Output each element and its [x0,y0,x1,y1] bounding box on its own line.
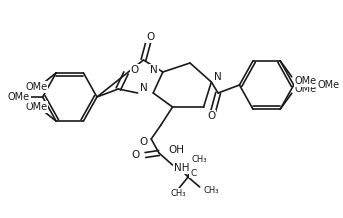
Text: CH₃: CH₃ [192,155,208,164]
Text: N: N [150,65,158,75]
Text: N: N [140,83,147,93]
Text: O: O [131,65,139,75]
Text: OMe: OMe [295,76,317,86]
Text: OMe: OMe [318,80,340,90]
Text: O: O [139,137,147,147]
Text: O: O [207,111,215,121]
Text: CH₃: CH₃ [170,189,186,198]
Text: C: C [190,169,196,177]
Text: O: O [131,150,140,160]
Text: NH: NH [175,163,190,173]
Text: OMe: OMe [25,82,47,92]
Text: OMe: OMe [25,102,47,112]
Text: OMe: OMe [295,84,317,94]
Text: O: O [146,32,154,42]
Text: N: N [214,72,222,82]
Text: OMe: OMe [8,92,30,102]
Text: CH₃: CH₃ [204,186,219,194]
Text: OH: OH [169,145,185,155]
